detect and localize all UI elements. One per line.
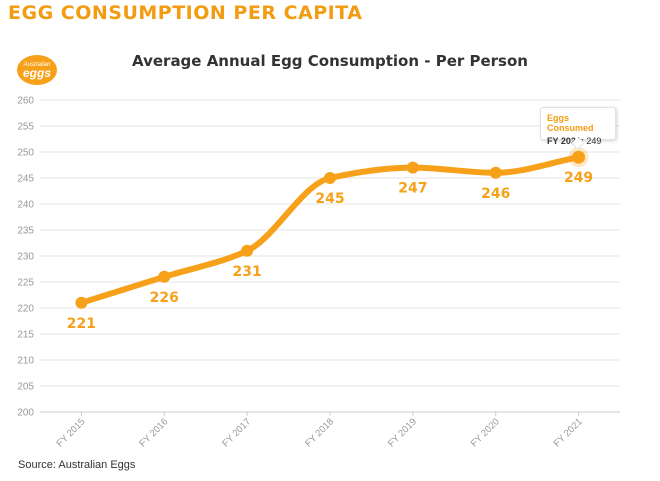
- x-tick-label: FY 2016: [137, 416, 170, 449]
- y-tick-label: 205: [17, 382, 34, 393]
- y-tick-label: 230: [17, 252, 34, 263]
- data-point: [489, 166, 502, 179]
- data-point: [241, 244, 254, 257]
- data-label: 245: [315, 191, 344, 207]
- x-tick-label: FY 2019: [386, 416, 419, 449]
- y-tick-label: 240: [17, 200, 34, 211]
- y-tick-label: 250: [17, 148, 34, 159]
- australian-eggs-logo: Australian eggs: [17, 55, 57, 85]
- chart-title: Average Annual Egg Consumption - Per Per…: [132, 52, 528, 70]
- y-tick-label: 260: [17, 96, 34, 107]
- source-note: Source: Australian Eggs: [18, 459, 136, 471]
- data-label: 246: [481, 186, 510, 202]
- data-label: 249: [564, 170, 593, 186]
- x-tick-label: FY 2017: [220, 416, 253, 449]
- chart-tooltip: Eggs Consumed FY 2021: 249: [540, 107, 616, 146]
- tooltip-value-line: FY 2021: 249: [547, 136, 609, 146]
- tooltip-series-name: Eggs Consumed: [547, 113, 594, 133]
- x-tick-label: FY 2020: [469, 416, 502, 449]
- data-point: [75, 296, 88, 309]
- y-tick-label: 235: [17, 226, 34, 237]
- y-tick-label: 220: [17, 304, 34, 315]
- logo-text-eggs: eggs: [22, 65, 51, 80]
- y-tick-label: 210: [17, 356, 34, 367]
- y-tick-label: 245: [17, 174, 34, 185]
- y-tick-label: 225: [17, 278, 34, 289]
- data-label: 247: [398, 181, 427, 197]
- tooltip-value: 249: [586, 136, 602, 146]
- y-tick-label: 215: [17, 330, 34, 341]
- x-tick-label: FY 2021: [552, 416, 585, 449]
- y-tick-label: 255: [17, 122, 34, 133]
- data-point: [158, 270, 171, 283]
- y-tick-label: 200: [17, 408, 34, 419]
- data-label: 221: [67, 316, 96, 332]
- x-tick-label: FY 2018: [303, 416, 336, 449]
- logo-text-australian: Australian: [23, 61, 51, 68]
- data-point: [572, 150, 586, 164]
- data-label: 226: [150, 290, 179, 306]
- page-heading: EGG CONSUMPTION PER CAPITA: [8, 2, 363, 24]
- data-point: [324, 172, 336, 184]
- x-tick-label: FY 2015: [54, 416, 87, 449]
- data-label: 231: [233, 264, 262, 280]
- tooltip-category: FY 2021:: [547, 136, 584, 146]
- data-point: [406, 161, 419, 174]
